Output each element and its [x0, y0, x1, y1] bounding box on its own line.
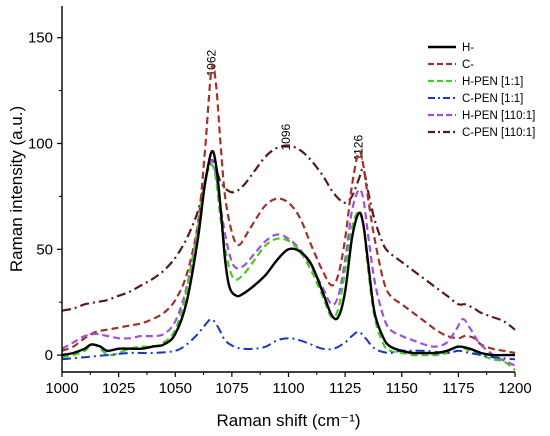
x-tick-label: 1000 — [45, 380, 78, 397]
x-tick-label: 1175 — [442, 380, 474, 397]
legend-label: C-PEN [110:1] — [462, 127, 535, 139]
y-tick-label: 150 — [28, 30, 53, 47]
series-line-h — [61, 149, 515, 357]
axes: 1000 1025 1050 1075 1100 1125 1150 1175 1200 0 50 1… — [28, 6, 532, 397]
legend-label: H-PEN [110:1] — [462, 110, 535, 122]
legend-label: C- — [462, 59, 474, 71]
x-tick-label: 1025 — [102, 380, 135, 397]
y-tick-label: 100 — [28, 136, 53, 153]
x-tick-label: 1075 — [215, 380, 248, 397]
legend-label: C-PEN [1:1] — [462, 93, 523, 105]
peak-label-1096: 1096 — [279, 123, 293, 150]
legend-label: H-PEN [1:1] — [462, 76, 523, 88]
y-tick-label: 50 — [36, 241, 53, 258]
y-axis-title: Raman intensity (a.u.) — [7, 106, 26, 272]
peak-annotations: 1062 1096 1126 — [204, 49, 365, 160]
x-tick-label: 1125 — [329, 380, 361, 397]
legend: H- C- H-PEN [1:1] C-PEN [1:1] H-PEN [110:1] C… — [428, 42, 535, 139]
legend-label: H- — [462, 42, 474, 54]
peak-label-1062: 1062 — [204, 49, 218, 76]
x-tick-label: 1100 — [272, 380, 304, 397]
peak-label-1126: 1126 — [352, 135, 366, 161]
y-tick-label: 0 — [45, 347, 53, 364]
series-line-c-pen-110-1 — [61, 144, 516, 331]
x-tick-label: 1200 — [498, 380, 531, 397]
x-axis-title: Raman shift (cm⁻¹) — [216, 411, 360, 430]
series-layer — [61, 64, 516, 371]
x-tick-label: 1050 — [159, 380, 192, 397]
series-line-c-pen-1-1 — [61, 318, 516, 361]
x-tick-label: 1150 — [386, 380, 418, 397]
series-line-c — [61, 64, 516, 355]
series-line-h-pen-110-1 — [61, 159, 516, 367]
